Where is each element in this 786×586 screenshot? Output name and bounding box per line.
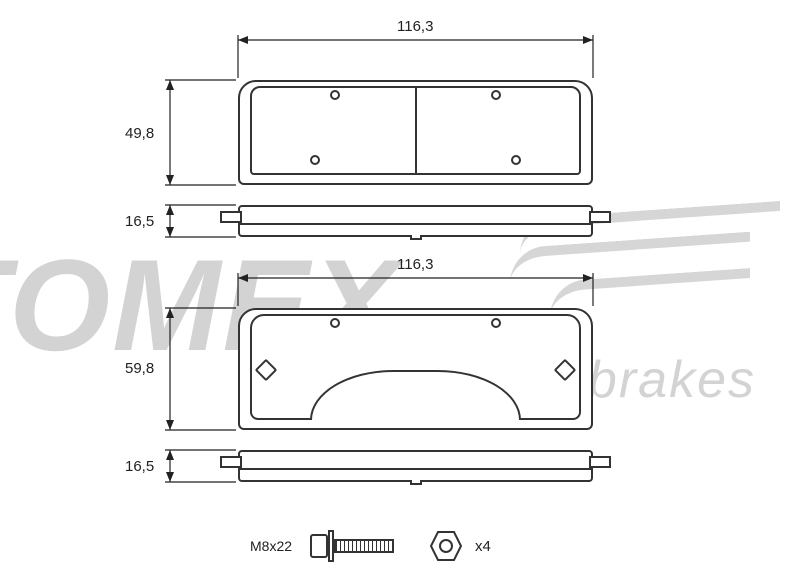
- dim-bottom-height: 59,8: [125, 360, 154, 377]
- bolt-quantity-label: x4: [475, 538, 491, 555]
- pad2-hole: [330, 318, 340, 328]
- pad1-hole: [330, 90, 340, 100]
- bolt-shaft-icon: [334, 539, 394, 553]
- bolt-assembly: M8x22 x4: [310, 520, 550, 570]
- pad2-wear-sensor: [410, 480, 422, 485]
- bolt-spec-label: M8x22: [250, 538, 292, 554]
- pad1-wear-sensor: [410, 235, 422, 240]
- pad2-side-view: [238, 450, 593, 482]
- dim-bottom-width: 116,3: [397, 256, 433, 273]
- pad1-side-view: [238, 205, 593, 237]
- pad1-center-slot: [415, 88, 417, 173]
- pad1-hole: [511, 155, 521, 165]
- pad2-split-line: [240, 468, 591, 470]
- dim-top-thickness: 16,5: [125, 213, 154, 230]
- pad2-hole: [491, 318, 501, 328]
- pad1-hole: [310, 155, 320, 165]
- pad1-hole: [491, 90, 501, 100]
- dim-top-height: 49,8: [125, 125, 154, 142]
- nut-hex-icon: [430, 530, 462, 562]
- pad1-face-view: [238, 80, 593, 185]
- bolt-head-icon: [310, 534, 328, 558]
- diagram-stage: TOMEX brakes: [0, 0, 786, 586]
- pad1-split-line: [240, 223, 591, 225]
- dim-bottom-thickness: 16,5: [125, 458, 154, 475]
- pad2-face-view: [238, 308, 593, 430]
- watermark-subbrand: brakes: [588, 350, 756, 410]
- dim-top-width: 116,3: [397, 18, 433, 35]
- pad1-friction-outline: [250, 86, 581, 175]
